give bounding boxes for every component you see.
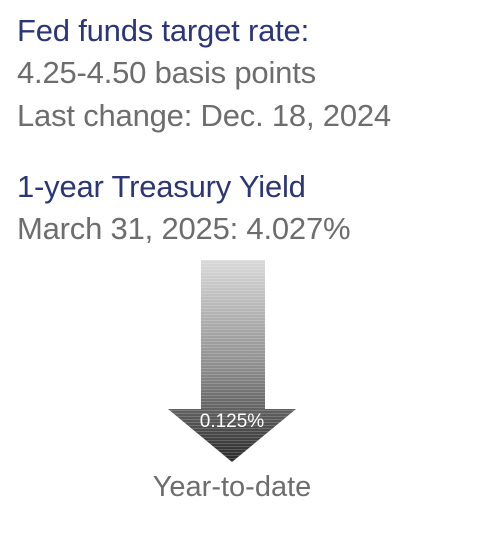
fed-funds-title: Fed funds target rate: [17, 13, 309, 48]
ytd-change-value: 0.125% [199, 411, 265, 432]
ytd-change-indicator: 0.125% [168, 260, 296, 462]
fed-funds-range: 4.25-4.50 basis points [17, 55, 316, 90]
down-arrow-icon [168, 260, 296, 462]
treasury-title: 1-year Treasury Yield [17, 169, 306, 204]
ytd-caption: Year-to-date [152, 471, 312, 503]
fed-funds-last-change: Last change: Dec. 18, 2024 [17, 98, 391, 133]
treasury-value: March 31, 2025: 4.027% [17, 211, 351, 246]
